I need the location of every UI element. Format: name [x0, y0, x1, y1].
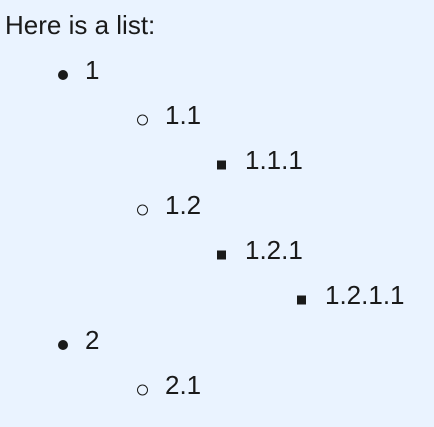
circle-icon: [137, 384, 148, 395]
list-item-row: 1.1.1: [0, 142, 405, 187]
sub-list: 1.1 1.1.1 1.2: [0, 97, 405, 322]
list-item: 1 1.1 1.1.1: [0, 52, 405, 322]
list-item-label: 2.1: [165, 370, 202, 400]
list-item-label: 1.2.1.1: [325, 280, 405, 310]
list-item-label: 2: [85, 325, 100, 355]
disc-icon: [58, 69, 68, 80]
square-icon: [217, 160, 226, 169]
list-item-label: 1.2.1: [245, 235, 303, 265]
intro-text: Here is a list:: [5, 10, 156, 40]
sub-list: 1.2.1 1.2.1.1: [0, 232, 405, 322]
disc-icon: [58, 339, 68, 350]
list-item: 1.2.1 1.2.1.1: [0, 232, 405, 322]
list-item-row: 2.1: [0, 367, 405, 412]
sub-list: 2.1: [0, 367, 405, 412]
list-item-label: 1.2: [165, 190, 202, 220]
list-item: 1.1.1: [0, 142, 405, 187]
list-item: 2 2.1: [0, 322, 405, 412]
list-item-row: 1.1: [0, 97, 405, 142]
list-item: 2.1: [0, 367, 405, 412]
list-item: 1.2 1.2.1: [0, 187, 405, 322]
sub-list: 1.2.1.1: [0, 277, 405, 322]
circle-icon: [137, 204, 148, 215]
list-item-row: 2: [0, 322, 405, 367]
list-item-row: 1: [0, 52, 405, 97]
square-icon: [297, 295, 306, 304]
circle-icon: [137, 114, 148, 125]
list-item: 1.1 1.1.1: [0, 97, 405, 187]
list-item-label: 1.1.1: [245, 145, 303, 175]
nested-list: 1 1.1 1.1.1: [0, 52, 405, 412]
square-icon: [217, 250, 226, 259]
sub-list: 1.1.1: [0, 142, 405, 187]
list-item-row: 1.2.1: [0, 232, 405, 277]
list-item-row: 1.2: [0, 187, 405, 232]
list-item-label: 1: [85, 55, 100, 85]
list-item: 1.2.1.1: [0, 277, 405, 322]
list-item-row: 1.2.1.1: [0, 277, 405, 322]
list-item-label: 1.1: [165, 100, 202, 130]
